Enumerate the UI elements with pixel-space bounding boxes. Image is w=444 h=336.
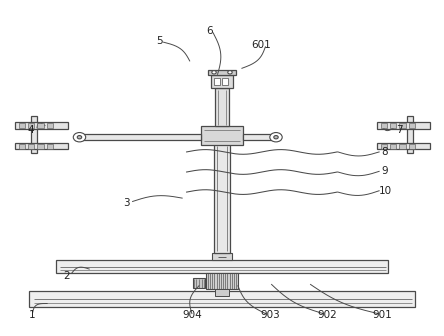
Text: 9: 9 (381, 166, 388, 176)
Bar (208, 70, 236, 75)
Text: 1: 1 (29, 310, 36, 320)
Bar (377, 123, 430, 128)
Text: 7: 7 (396, 125, 402, 134)
Text: 8: 8 (381, 147, 388, 157)
Text: 904: 904 (182, 310, 202, 320)
Bar (47, 144, 53, 149)
Bar (390, 124, 396, 128)
Circle shape (212, 71, 216, 74)
Bar (381, 124, 387, 128)
Bar (75, 134, 201, 140)
Bar (409, 124, 416, 128)
Bar (31, 116, 36, 153)
Bar (19, 124, 25, 128)
Bar (214, 144, 230, 253)
Bar (212, 253, 232, 260)
Text: 4: 4 (28, 125, 34, 134)
Bar (408, 116, 413, 153)
Text: 601: 601 (251, 40, 271, 50)
Bar (206, 274, 238, 289)
Bar (400, 124, 406, 128)
Bar (15, 123, 68, 128)
Text: 10: 10 (378, 186, 392, 196)
Text: 5: 5 (156, 36, 163, 46)
Bar (15, 143, 68, 149)
Circle shape (77, 135, 82, 139)
Circle shape (270, 132, 282, 142)
Circle shape (73, 132, 86, 142)
Bar (47, 124, 53, 128)
Bar (19, 144, 25, 149)
Bar (28, 144, 34, 149)
Bar (381, 144, 387, 149)
Circle shape (274, 135, 278, 139)
Bar (400, 144, 406, 149)
Bar (222, 78, 228, 85)
Bar (211, 75, 233, 88)
Text: 6: 6 (206, 26, 213, 36)
Bar (377, 143, 430, 149)
Text: 903: 903 (260, 310, 280, 320)
Text: 2: 2 (63, 271, 70, 281)
Bar (215, 88, 229, 126)
Bar (390, 144, 396, 149)
Bar (215, 289, 229, 296)
Text: 3: 3 (123, 198, 130, 208)
Bar (193, 279, 205, 289)
Bar (29, 291, 415, 307)
Bar (28, 124, 34, 128)
Text: 901: 901 (373, 310, 392, 320)
Bar (214, 78, 220, 85)
Text: 902: 902 (317, 310, 337, 320)
Bar (37, 144, 44, 149)
Bar (243, 134, 281, 140)
Bar (409, 144, 416, 149)
Circle shape (228, 71, 232, 74)
Bar (37, 124, 44, 128)
Bar (201, 126, 243, 144)
Bar (56, 260, 388, 274)
